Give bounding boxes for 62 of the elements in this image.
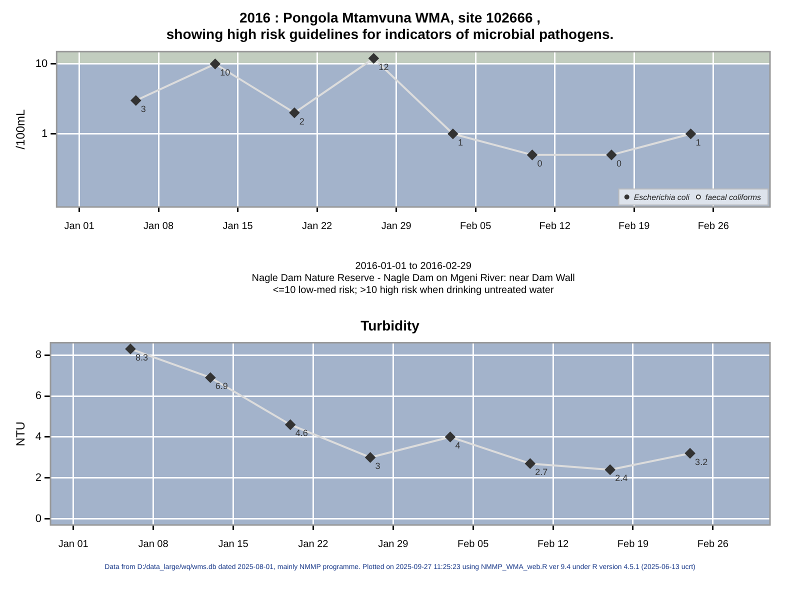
x-tick-label: Jan 08 — [144, 220, 174, 232]
y-axis-title: /100mL — [14, 108, 28, 150]
y-tick-label: 1 — [42, 128, 48, 140]
data-label: 3 — [375, 460, 380, 471]
data-label: 1 — [458, 137, 463, 148]
x-tick-label: Feb 05 — [460, 220, 492, 232]
y-tick-label: 4 — [35, 431, 42, 443]
point — [285, 420, 296, 430]
x-tick-label: Feb 26 — [697, 538, 729, 550]
legend-label: faecal coliforms — [705, 193, 762, 202]
y-tick-label: 10 — [35, 58, 48, 70]
chart-title: Turbidity — [360, 317, 420, 334]
y-tick-label: 0 — [35, 512, 42, 525]
data-label: 3.2 — [695, 456, 708, 467]
data-label: 1 — [696, 137, 701, 148]
point — [205, 372, 216, 383]
x-axis-title: 2016-01-01 to 2016-02-29 Nagle Dam Nature Reserve - Nagle Dam on Mgeni River: near Dam Wall <=10 low-med risk; >10 high risk when drinking untreated water — [252, 260, 575, 296]
x-tick-label: Feb 12 — [537, 538, 570, 550]
data-label: 3 — [140, 104, 146, 114]
point — [527, 150, 538, 160]
data-label: 10 — [220, 67, 230, 78]
x-tick-label: Feb 19 — [618, 220, 650, 232]
x-tick-label: Jan 01 — [58, 538, 89, 550]
x-tick-label: Jan 29 — [378, 538, 409, 550]
point — [685, 448, 696, 458]
data-label: 0 — [616, 158, 622, 168]
point — [125, 344, 136, 354]
x-tick-label: Jan 22 — [302, 220, 333, 232]
x-tick-label: Jan 29 — [381, 220, 412, 232]
data-label: 4 — [455, 440, 460, 450]
data-label: 6.9 — [215, 381, 228, 392]
point — [686, 128, 696, 139]
point — [525, 458, 536, 469]
legend-label: Escherichia coli — [634, 193, 690, 202]
x-tick-label: Feb 26 — [698, 220, 730, 232]
chart-title: 2016 : Pongola Mtamvuna WMA, site 102666 , showing high risk guidelines for indicators of microbial pathogens. — [166, 9, 614, 42]
point — [445, 432, 456, 442]
point — [448, 128, 458, 139]
point — [210, 58, 220, 69]
y-axis-title: NTU — [14, 422, 28, 446]
y-tick-label: 6 — [35, 390, 42, 402]
data-label: 12 — [378, 62, 389, 72]
data-label: 2 — [299, 116, 304, 126]
x-tick-label: Jan 22 — [298, 538, 329, 550]
x-tick-label: Feb 12 — [539, 220, 571, 232]
y-tick-label: 2 — [35, 472, 42, 484]
x-tick-label: Feb 19 — [617, 538, 649, 550]
point — [365, 452, 376, 462]
data-label: 4.6 — [295, 428, 308, 438]
point — [605, 464, 616, 475]
point — [289, 108, 300, 118]
x-tick-label: Jan 15 — [222, 220, 254, 232]
x-tick-label: Feb 05 — [458, 538, 490, 550]
point — [368, 53, 379, 64]
x-tick-label: Jan 15 — [218, 538, 249, 550]
x-tick-label: Jan 08 — [138, 538, 169, 550]
point — [606, 150, 616, 160]
data-label: 0 — [537, 158, 542, 168]
point — [130, 95, 141, 106]
data-label: 2.7 — [535, 467, 548, 478]
y-tick-label: 8 — [35, 349, 42, 362]
x-tick-label: Jan 01 — [64, 220, 95, 232]
